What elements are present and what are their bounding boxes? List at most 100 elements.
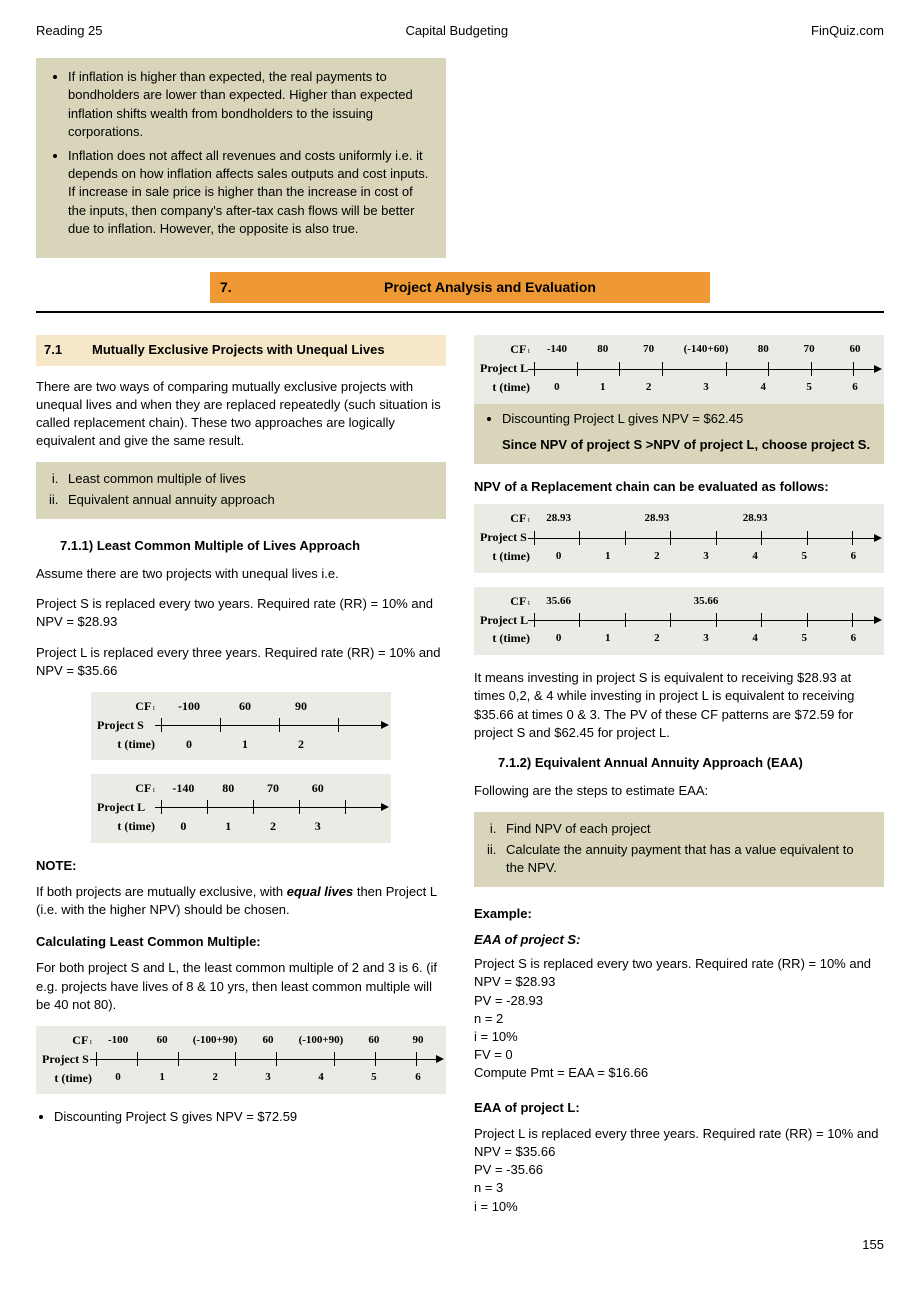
cf-val: (-100+90)	[184, 1033, 246, 1048]
cf-label: CF	[135, 699, 151, 713]
cf-val: 70	[786, 342, 832, 357]
time-label: t (time)	[480, 379, 534, 396]
t-val: 4	[740, 380, 786, 395]
example-heading: Example:	[474, 905, 884, 923]
approach-item: Least common multiple of lives	[62, 470, 436, 488]
eaa-s-heading: EAA of project S:	[474, 931, 884, 949]
para: Assume there are two projects with unequ…	[36, 565, 446, 583]
project-label: Project S	[97, 717, 161, 734]
eaa-line: i = 10%	[474, 1028, 884, 1046]
left-column: 7.1 Mutually Exclusive Projects with Une…	[36, 335, 446, 1215]
para: Following are the steps to estimate EAA:	[474, 782, 884, 800]
note-heading: NOTE:	[36, 857, 446, 875]
timeline-project-l-long: CF t -140 80 70 (-140+60) 80 70 60 Proje…	[474, 335, 884, 403]
section-title: Project Analysis and Evaluation	[280, 278, 700, 298]
repchain-heading: NPV of a Replacement chain can be evalua…	[474, 478, 884, 496]
t-val: 1	[583, 549, 632, 564]
cf-val	[829, 511, 878, 526]
project-label: Project L	[480, 612, 534, 629]
intro-bullets: If inflation is higher than expected, th…	[50, 68, 432, 238]
eaa-line: n = 2	[474, 1010, 884, 1028]
eaa-line: PV = -35.66	[474, 1161, 884, 1179]
t-val: 0	[161, 818, 206, 835]
t-val: 2	[184, 1070, 246, 1085]
t-val: 1	[217, 736, 273, 753]
t-val: 0	[534, 380, 580, 395]
eaa-step: Calculate the annuity payment that has a…	[500, 841, 874, 877]
page-header: Reading 25 Capital Budgeting FinQuiz.com	[36, 22, 884, 40]
t-val: 2	[251, 818, 296, 835]
eaa-s-block: Project S is replaced every two years. R…	[474, 955, 884, 1082]
cf-label: CF	[135, 781, 151, 795]
timeline-project-s-short: CF t -100 60 90 Project S t (time) 0 1 2	[91, 692, 391, 760]
para: Project S is replaced every two years. R…	[36, 595, 446, 631]
t-val: 1	[206, 818, 251, 835]
time-label: t (time)	[97, 736, 161, 753]
eaa-step: Find NPV of each project	[500, 820, 874, 838]
eaa-steps: Find NPV of each project Calculate the a…	[474, 812, 884, 887]
cf-val: (-100+90)	[290, 1033, 352, 1048]
eaa-line: Project S is replaced every two years. R…	[474, 955, 884, 991]
intro-box: If inflation is higher than expected, th…	[36, 58, 446, 258]
para: It means investing in project S is equiv…	[474, 669, 884, 742]
time-label: t (time)	[42, 1070, 96, 1087]
calc-lcm-heading: Calculating Least Common Multiple:	[36, 933, 446, 951]
t-val: 5	[786, 380, 832, 395]
cf-val	[583, 511, 632, 526]
cf-val: 28.93	[731, 511, 780, 526]
t-val: 6	[829, 549, 878, 564]
t-val: 2	[273, 736, 329, 753]
t-val: 3	[246, 1070, 290, 1085]
t-val: 2	[626, 380, 672, 395]
t-val: 2	[632, 631, 681, 646]
time-label: t (time)	[97, 818, 161, 835]
cf-val	[340, 780, 385, 797]
eaa-l-heading: EAA of project L:	[474, 1099, 884, 1117]
section-number: 7.	[220, 278, 280, 298]
para: Project L is replaced every three years.…	[36, 644, 446, 680]
t-val: 1	[583, 631, 632, 646]
cf-label: CF	[510, 511, 526, 525]
disc-l-text: Discounting Project L gives NPV = $62.45	[502, 410, 872, 428]
heading-7-1-2: 7.1.2) Equivalent Annual Annuity Approac…	[498, 754, 884, 772]
eaa-line: Compute Pmt = EAA = $16.66	[474, 1064, 884, 1082]
note-para: If both projects are mutually exclusive,…	[36, 883, 446, 919]
cf-val: 35.66	[534, 594, 583, 609]
cf-val: 60	[246, 1033, 290, 1048]
intro-bullet: If inflation is higher than expected, th…	[68, 68, 432, 141]
cf-val: 70	[251, 780, 296, 797]
t-val	[329, 736, 385, 753]
time-label: t (time)	[480, 548, 534, 565]
t-val	[340, 818, 385, 835]
project-label: Project L	[480, 360, 534, 377]
t-val: 1	[140, 1070, 184, 1085]
para: There are two ways of comparing mutually…	[36, 378, 446, 451]
t-val: 6	[832, 380, 878, 395]
t-val: 3	[681, 631, 730, 646]
sub-num: 7.1	[44, 341, 92, 359]
cf-val: 60	[217, 698, 273, 715]
section-rule	[36, 311, 884, 313]
project-label: Project S	[42, 1051, 96, 1068]
cf-val: 60	[832, 342, 878, 357]
t-val: 5	[780, 549, 829, 564]
t-val: 5	[352, 1070, 396, 1085]
approach-item: Equivalent annual annuity approach	[62, 491, 436, 509]
intro-bullet: Inflation does not affect all revenues a…	[68, 147, 432, 238]
eaa-line: n = 3	[474, 1179, 884, 1197]
cf-val: -140	[534, 342, 580, 357]
cf-val: 60	[295, 780, 340, 797]
cf-val: 70	[626, 342, 672, 357]
t-val: 0	[534, 631, 583, 646]
heading-7-1-1: 7.1.1) Least Common Multiple of Lives Ap…	[60, 537, 446, 555]
t-val: 3	[681, 549, 730, 564]
cf-val	[829, 594, 878, 609]
subsection-7-1: 7.1 Mutually Exclusive Projects with Une…	[36, 335, 446, 365]
cf-val: -100	[161, 698, 217, 715]
timeline-project-s-long: CF t -100 60 (-100+90) 60 (-100+90) 60 9…	[36, 1026, 446, 1094]
t-val: 6	[396, 1070, 440, 1085]
t-val: 4	[731, 549, 780, 564]
timeline-repchain-l: CF t 35.66 35.66 Project L t (time)	[474, 587, 884, 655]
cf-val	[329, 698, 385, 715]
cf-label: CF	[510, 594, 526, 608]
